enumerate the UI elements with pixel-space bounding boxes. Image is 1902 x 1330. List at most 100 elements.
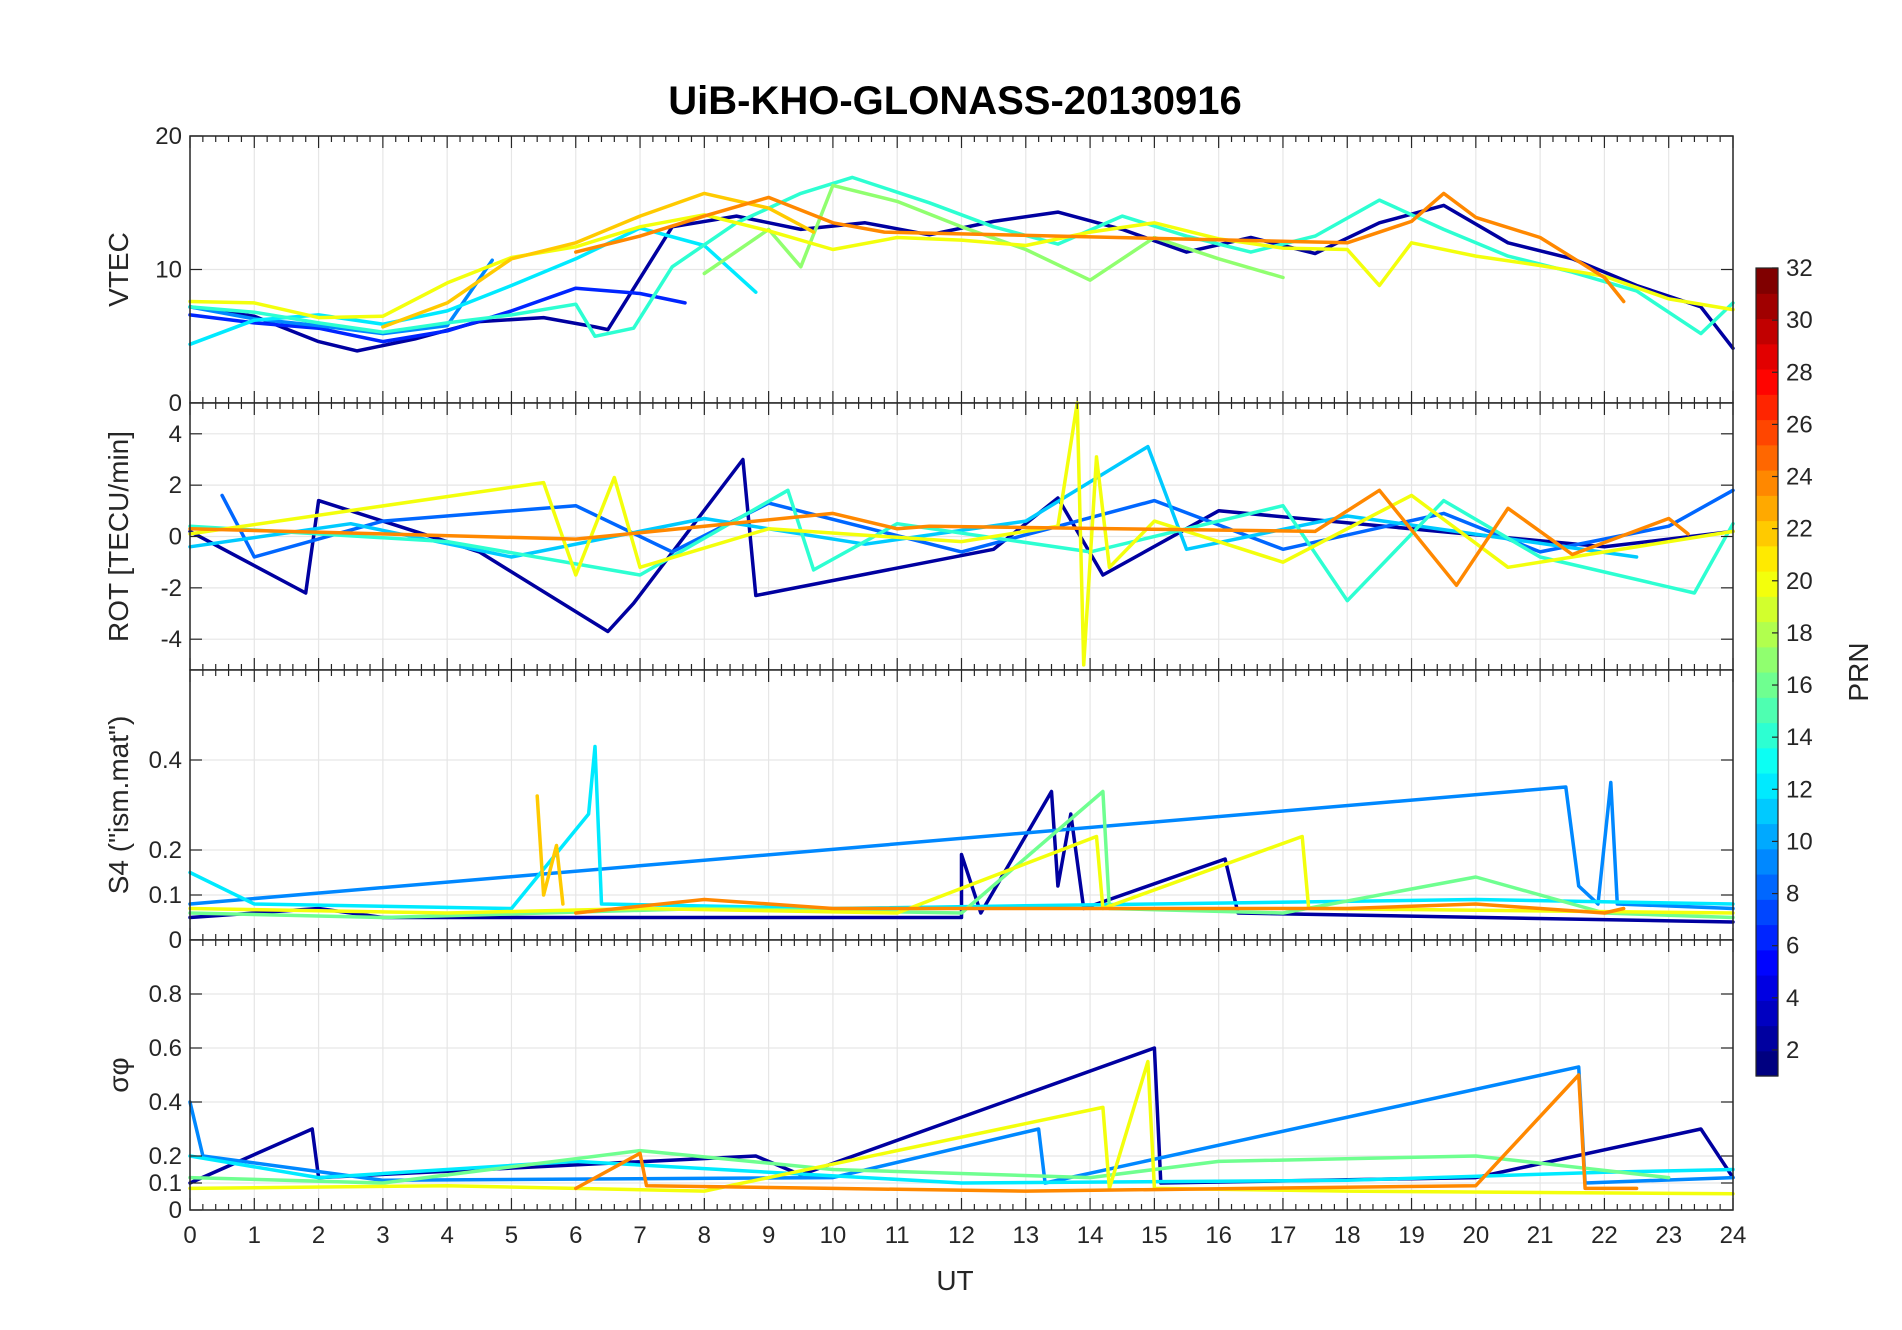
panel-2: -4 -2 0 2 4 ROT [TECU/min] — [103, 401, 1735, 671]
series-line-prn-24 — [574, 1073, 1639, 1193]
x-tick-label: 20 — [1462, 1222, 1489, 1249]
colorbar-tick-label: 22 — [1786, 516, 1813, 543]
colorbar-tick-label: 28 — [1786, 359, 1813, 386]
series-line-prn-8 — [220, 488, 1735, 559]
y-tick-label: 0.8 — [149, 981, 182, 1008]
colorbar-tick-label: 26 — [1786, 411, 1813, 438]
series-line-prn-6 — [188, 286, 687, 344]
y-tick-label: 0.2 — [149, 837, 182, 864]
series-line-prn-22 — [535, 794, 565, 906]
series-line-prn-24 — [574, 191, 1626, 304]
y-tick-label: 10 — [155, 257, 182, 284]
y-tick-label: 0.6 — [149, 1035, 182, 1062]
colorbar-frame — [1755, 267, 1779, 1077]
plot-frame — [189, 939, 1734, 1211]
x-axis-label: UT — [936, 1265, 973, 1296]
x-tick-label: 3 — [376, 1222, 389, 1249]
colorbar-segment — [1756, 899, 1778, 926]
y-tick-label: 0.2 — [149, 1143, 182, 1170]
x-tick-label: 18 — [1334, 1222, 1361, 1249]
x-tick-label: 19 — [1398, 1222, 1425, 1249]
y-tick-label: -2 — [161, 575, 182, 602]
series-line-prn-12 — [188, 1154, 1735, 1185]
colorbar-segment — [1756, 596, 1778, 623]
colorbar-label: PRN — [1843, 642, 1874, 701]
colorbar-tick-label: 4 — [1786, 985, 1799, 1012]
colorbar-segment — [1756, 419, 1778, 446]
colorbar-segment — [1756, 924, 1778, 951]
x-tick-label: 5 — [505, 1222, 518, 1249]
colorbar-segment — [1756, 1025, 1778, 1052]
x-tick-label: 14 — [1077, 1222, 1104, 1249]
x-tick-label: 15 — [1141, 1222, 1168, 1249]
x-tick-label: 9 — [762, 1222, 775, 1249]
colorbar-segment — [1756, 520, 1778, 547]
x-tick-label: 0 — [183, 1222, 196, 1249]
colorbar-segment — [1756, 318, 1778, 345]
y-tick-label: 4 — [169, 421, 182, 448]
x-tick-label: 22 — [1591, 1222, 1618, 1249]
colorbar-tick-label: 30 — [1786, 307, 1813, 334]
colorbar-tick-label: 2 — [1786, 1037, 1799, 1064]
x-tick-label: 1 — [248, 1222, 261, 1249]
series-line-prn-24 — [574, 897, 1626, 915]
colorbar-segment — [1756, 975, 1778, 1001]
x-tick-label: 2 — [312, 1222, 325, 1249]
colorbar-tick-label: 10 — [1786, 828, 1813, 855]
y-axis-label: VTEC — [103, 232, 134, 307]
x-tick-label: 8 — [698, 1222, 711, 1249]
series-line-prn-2 — [188, 457, 1735, 634]
colorbar-segment — [1756, 874, 1778, 900]
colorbar-segment — [1756, 823, 1778, 850]
y-tick-label: 0.4 — [149, 1089, 182, 1116]
x-tick-label: 23 — [1655, 1222, 1682, 1249]
y-tick-label: -4 — [161, 626, 182, 653]
colorbar-segment — [1756, 646, 1778, 673]
series-line-prn-14 — [188, 175, 1735, 339]
colorbar-tick-label: 14 — [1786, 724, 1813, 751]
colorbar-tick-label: 8 — [1786, 881, 1799, 908]
y-axis-label: σφ — [103, 1057, 134, 1092]
colorbar-segment — [1756, 394, 1778, 421]
colorbar-segment — [1756, 697, 1778, 724]
colorbar-segment — [1756, 621, 1778, 648]
series-line-prn-20 — [188, 834, 1735, 915]
colorbar-segment — [1756, 672, 1778, 698]
series-line-prn-9 — [188, 780, 1735, 911]
colorbar-segment — [1756, 722, 1778, 749]
series-line-prn-22 — [381, 191, 816, 329]
y-tick-label: 0.1 — [149, 1170, 182, 1197]
series-line-prn-20 — [188, 213, 1735, 320]
colorbar-tick-label: 16 — [1786, 672, 1813, 699]
series-line-prn-12 — [188, 744, 1735, 911]
x-tick-label: 16 — [1205, 1222, 1232, 1249]
y-tick-label: 2 — [169, 472, 182, 499]
y-tick-label: 0 — [169, 927, 182, 954]
colorbar-segment — [1756, 1000, 1778, 1027]
x-tick-label: 24 — [1720, 1222, 1747, 1249]
colorbar-tick-label: 32 — [1786, 255, 1813, 282]
colorbar-segment — [1756, 747, 1778, 774]
colorbar-tick-label: 6 — [1786, 933, 1799, 960]
x-tick-label: 21 — [1527, 1222, 1554, 1249]
series-line-prn-9 — [188, 258, 494, 336]
series-line-prn-17 — [702, 183, 1285, 282]
colorbar-segment — [1756, 369, 1778, 395]
colorbar-segment — [1756, 495, 1778, 522]
colorbar-segment — [1756, 949, 1778, 976]
colorbar-tick-label: 18 — [1786, 620, 1813, 647]
x-tick-label: 12 — [948, 1222, 975, 1249]
colorbar-segment — [1756, 293, 1778, 320]
y-tick-label: 20 — [155, 123, 182, 150]
x-tick-label: 17 — [1270, 1222, 1297, 1249]
x-tick-label: 10 — [820, 1222, 847, 1249]
colorbar-segment — [1756, 545, 1778, 572]
y-tick-label: 0.4 — [149, 747, 182, 774]
series-line-prn-2 — [188, 1046, 1735, 1185]
y-tick-label: 0 — [169, 1197, 182, 1224]
colorbar-segment — [1756, 773, 1778, 799]
chart-title: UiB-KHO-GLONASS-20130916 — [668, 79, 1242, 123]
